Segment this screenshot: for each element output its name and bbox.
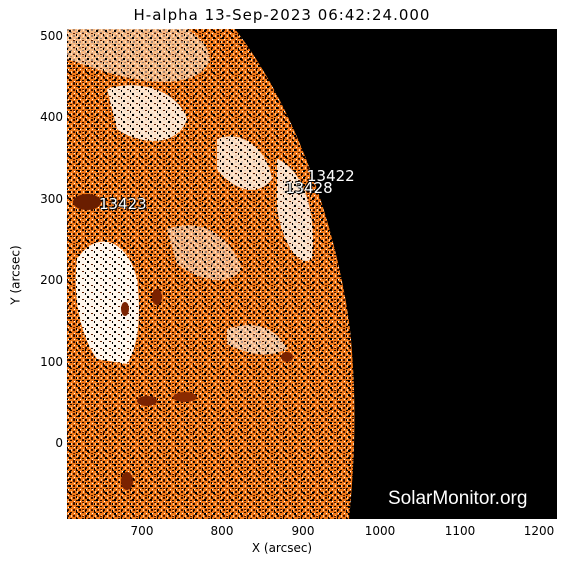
x-tick: 1200 [523, 524, 555, 538]
y-tick: 400 [40, 110, 63, 124]
solar-disk-image [67, 29, 557, 519]
region-label-13423: 13423 [99, 195, 147, 213]
y-tick: 0 [55, 436, 63, 450]
x-tick: 700 [130, 524, 154, 538]
x-axis-label: X (arcsec) [251, 541, 313, 555]
x-tick: 1100 [444, 524, 476, 538]
sunspot [73, 194, 101, 210]
solar-image: 13423 13422 13428 [67, 29, 557, 519]
y-tick: 100 [40, 355, 63, 369]
y-tick: 300 [40, 192, 63, 206]
region-label-13422: 13422 [307, 167, 355, 185]
region-label-13428: 13428 [285, 179, 333, 197]
y-tick: 500 [40, 29, 63, 43]
image-title: H-alpha 13-Sep-2023 06:42:24.000 [133, 6, 431, 24]
x-tick: 900 [291, 524, 315, 538]
y-axis-label: Y (arcsec) [8, 245, 23, 305]
x-tick: 800 [210, 524, 234, 538]
watermark: SolarMonitor.org [388, 488, 528, 509]
y-tick: 200 [40, 273, 63, 287]
x-tick: 1000 [364, 524, 396, 538]
